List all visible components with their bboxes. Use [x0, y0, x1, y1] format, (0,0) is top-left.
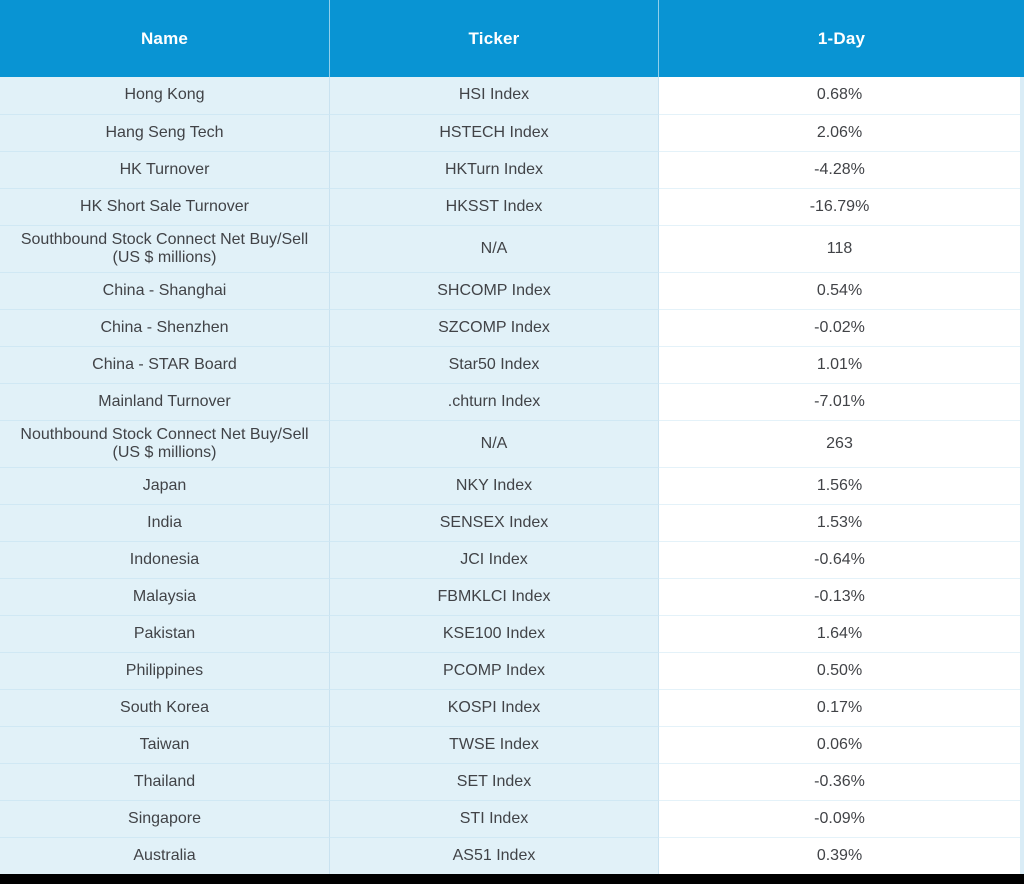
table-row: Pakistan KSE100 Index 1.64% [0, 615, 1020, 652]
table-row: Nouthbound Stock Connect Net Buy/Sell (U… [0, 420, 1020, 467]
name-cell: Nouthbound Stock Connect Net Buy/Sell (U… [0, 420, 330, 467]
bottom-edge-bar [0, 874, 1024, 884]
table-header-row: Name Ticker 1-Day [0, 0, 1024, 77]
table-row: Hang Seng Tech HSTECH Index 2.06% [0, 114, 1020, 151]
table-row: South Korea KOSPI Index 0.17% [0, 689, 1020, 726]
name-cell: HK Short Sale Turnover [0, 188, 330, 225]
ticker-cell: SET Index [330, 763, 659, 800]
name-cell: HK Turnover [0, 151, 330, 188]
table-row: Southbound Stock Connect Net Buy/Sell (U… [0, 225, 1020, 272]
table-row: China - STAR Board Star50 Index 1.01% [0, 346, 1020, 383]
name-cell: Indonesia [0, 541, 330, 578]
table-row: Japan NKY Index 1.56% [0, 467, 1020, 504]
table-row: India SENSEX Index 1.53% [0, 504, 1020, 541]
name-cell: Mainland Turnover [0, 383, 330, 420]
one-day-cell: 118 [659, 225, 1020, 272]
table-row: Hong Kong HSI Index 0.68% [0, 77, 1020, 114]
one-day-cell: 0.50% [659, 652, 1020, 689]
one-day-cell: 0.17% [659, 689, 1020, 726]
ticker-cell: PCOMP Index [330, 652, 659, 689]
table-row: Australia AS51 Index 0.39% [0, 837, 1020, 874]
name-cell: Japan [0, 467, 330, 504]
one-day-cell: 1.64% [659, 615, 1020, 652]
name-cell: China - STAR Board [0, 346, 330, 383]
ticker-cell: HKSST Index [330, 188, 659, 225]
column-header-ticker: Ticker [330, 0, 659, 77]
one-day-cell: -16.79% [659, 188, 1020, 225]
one-day-cell: 1.56% [659, 467, 1020, 504]
name-cell: China - Shanghai [0, 272, 330, 309]
table-body: Hong Kong HSI Index 0.68% Hang Seng Tech… [0, 77, 1024, 874]
column-header-one-day: 1-Day [817, 28, 866, 48]
one-day-cell: -0.36% [659, 763, 1020, 800]
one-day-cell: -0.64% [659, 541, 1020, 578]
name-cell: Malaysia [0, 578, 330, 615]
name-cell: China - Shenzhen [0, 309, 330, 346]
ticker-cell: Star50 Index [330, 346, 659, 383]
ticker-cell: SENSEX Index [330, 504, 659, 541]
one-day-cell: 0.54% [659, 272, 1020, 309]
table-row: China - Shanghai SHCOMP Index 0.54% [0, 272, 1020, 309]
name-cell: Pakistan [0, 615, 330, 652]
ticker-cell: STI Index [330, 800, 659, 837]
name-cell: Hang Seng Tech [0, 114, 330, 151]
table-row: Thailand SET Index -0.36% [0, 763, 1020, 800]
table-row: Taiwan TWSE Index 0.06% [0, 726, 1020, 763]
one-day-cell: -0.09% [659, 800, 1020, 837]
ticker-cell: KSE100 Index [330, 615, 659, 652]
ticker-cell: TWSE Index [330, 726, 659, 763]
table-row: HK Turnover HKTurn Index -4.28% [0, 151, 1020, 188]
ticker-cell: SHCOMP Index [330, 272, 659, 309]
table-row: Malaysia FBMKLCI Index -0.13% [0, 578, 1020, 615]
name-cell: Southbound Stock Connect Net Buy/Sell (U… [0, 225, 330, 272]
ticker-cell: .chturn Index [330, 383, 659, 420]
one-day-cell: 2.06% [659, 114, 1020, 151]
ticker-cell: FBMKLCI Index [330, 578, 659, 615]
ticker-cell: AS51 Index [330, 837, 659, 874]
name-cell: Hong Kong [0, 77, 330, 114]
one-day-cell: 0.68% [659, 77, 1020, 114]
table-row: Mainland Turnover .chturn Index -7.01% [0, 383, 1020, 420]
one-day-cell: -0.13% [659, 578, 1020, 615]
ticker-cell: N/A [330, 420, 659, 467]
name-cell: India [0, 504, 330, 541]
ticker-cell: HKTurn Index [330, 151, 659, 188]
name-cell: Singapore [0, 800, 330, 837]
ticker-cell: KOSPI Index [330, 689, 659, 726]
name-cell: Philippines [0, 652, 330, 689]
table-row: Indonesia JCI Index -0.64% [0, 541, 1020, 578]
one-day-cell: -7.01% [659, 383, 1020, 420]
ticker-cell: JCI Index [330, 541, 659, 578]
ticker-cell: HSTECH Index [330, 114, 659, 151]
ticker-cell: NKY Index [330, 467, 659, 504]
ticker-cell: SZCOMP Index [330, 309, 659, 346]
name-cell: Thailand [0, 763, 330, 800]
one-day-cell: 0.39% [659, 837, 1020, 874]
name-cell: Australia [0, 837, 330, 874]
table-row: China - Shenzhen SZCOMP Index -0.02% [0, 309, 1020, 346]
name-cell: Taiwan [0, 726, 330, 763]
one-day-cell: 263 [659, 420, 1020, 467]
table-row: Singapore STI Index -0.09% [0, 800, 1020, 837]
ticker-cell: HSI Index [330, 77, 659, 114]
table-row: HK Short Sale Turnover HKSST Index -16.7… [0, 188, 1020, 225]
one-day-cell: 1.53% [659, 504, 1020, 541]
one-day-cell: -4.28% [659, 151, 1020, 188]
column-header-name: Name [0, 0, 330, 77]
one-day-cell: -0.02% [659, 309, 1020, 346]
ticker-cell: N/A [330, 225, 659, 272]
name-cell: South Korea [0, 689, 330, 726]
table-row: Philippines PCOMP Index 0.50% [0, 652, 1020, 689]
one-day-cell: 1.01% [659, 346, 1020, 383]
one-day-cell: 0.06% [659, 726, 1020, 763]
